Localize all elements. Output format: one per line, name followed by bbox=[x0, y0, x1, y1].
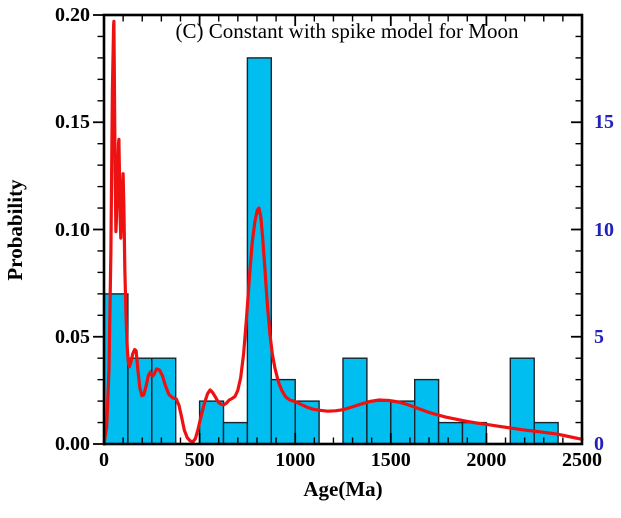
y-right-tick-label-15: 15 bbox=[594, 111, 614, 134]
histogram-bar bbox=[366, 400, 392, 445]
x-tick-label-2000: 2000 bbox=[466, 449, 507, 471]
y-right-tick-label-10: 10 bbox=[594, 218, 614, 241]
plot-frame bbox=[102, 13, 584, 446]
histogram-bar bbox=[342, 357, 368, 445]
y-left-tick-label-0.00: 0.00 bbox=[55, 433, 90, 455]
y-right-tick-label-0: 0 bbox=[594, 433, 604, 455]
x-tick-label-0: 0 bbox=[99, 449, 109, 471]
x-tick-label-2500: 2500 bbox=[562, 449, 602, 471]
chart-title: (C) Constant with spike model for Moon bbox=[175, 19, 519, 43]
y-left-tick-label-0.20: 0.20 bbox=[55, 4, 90, 26]
histogram-bar bbox=[461, 421, 488, 445]
x-axis-label: Age(Ma) bbox=[303, 477, 383, 501]
y-right-tick-label-5: 5 bbox=[594, 325, 604, 348]
histogram-bar bbox=[127, 357, 153, 445]
histogram-bar bbox=[270, 378, 296, 445]
x-tick-label-500: 500 bbox=[184, 449, 215, 471]
y-left-tick-label-0.10: 0.10 bbox=[55, 218, 90, 241]
density-curve bbox=[102, 19, 584, 446]
histogram-bar bbox=[222, 421, 249, 445]
x-tick-label-1000: 1000 bbox=[275, 449, 316, 471]
y-left-tick-label-0.05: 0.05 bbox=[55, 325, 90, 348]
histogram-bar bbox=[437, 421, 464, 445]
y-axis-label-left: Probability bbox=[3, 179, 27, 281]
x-tick-label-1500: 1500 bbox=[370, 449, 411, 471]
y-left-tick-label-0.15: 0.15 bbox=[55, 111, 90, 134]
